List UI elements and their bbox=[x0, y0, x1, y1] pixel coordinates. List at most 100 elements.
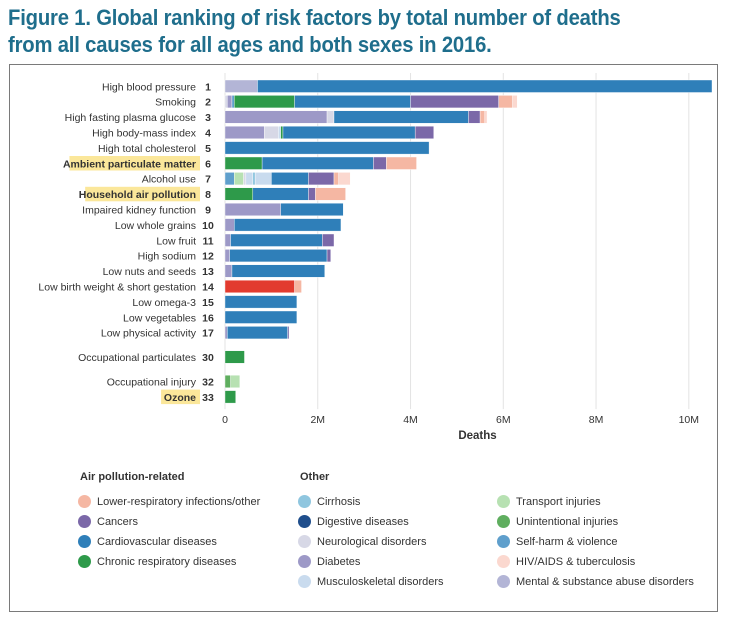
legend-swatch-transport bbox=[497, 495, 510, 508]
rank-high-sodium: 12 bbox=[202, 251, 214, 263]
legend-label-crd: Chronic respiratory diseases bbox=[97, 555, 237, 568]
rank-household-air-pollution: 8 bbox=[205, 189, 211, 201]
x-tick-1: 2M bbox=[310, 414, 325, 426]
rank-occupational-injury: 32 bbox=[202, 376, 214, 388]
legend-swatch-cvd bbox=[78, 535, 91, 548]
bar-segment-high-body-mass-index-diabetes-0 bbox=[224, 126, 265, 139]
legend-item-lri: Lower-respiratory infections/other bbox=[78, 495, 260, 508]
bar-segment-high-body-mass-index-cancer-5 bbox=[414, 126, 434, 139]
legend-item-unintentional: Unintentional injuries bbox=[497, 515, 618, 528]
bar-segment-high-body-mass-index-neuro-1 bbox=[264, 126, 279, 139]
legend-label-neuro: Neurological disorders bbox=[317, 535, 427, 548]
bar-segment-high-total-cholesterol-cvd-0 bbox=[224, 141, 430, 155]
label-highlight-household-air-pollution bbox=[85, 186, 200, 202]
legend-swatch-digestive bbox=[298, 515, 311, 528]
legend-item-neuro: Neurological disorders bbox=[298, 535, 426, 548]
legend-label-mental: Mental & substance abuse disorders bbox=[516, 575, 694, 588]
chart-frame: High blood pressure 1 Smoking 2 High fasting… bbox=[9, 64, 718, 612]
bar-segment-alcohol-use-lri-8 bbox=[333, 172, 339, 186]
x-tick-3: 6M bbox=[496, 414, 511, 426]
legend-label-hiv: HIV/AIDS & tuberculosis bbox=[516, 555, 636, 568]
bar-segment-smoking-hiv-7 bbox=[512, 95, 518, 109]
row-label-low-birth-weight-short-gestation: Low birth weight & short gestation bbox=[38, 281, 196, 293]
legend-swatch-diabetes bbox=[298, 555, 311, 568]
bar-segment-high-fasting-plasma-glucose-diabetes-0 bbox=[224, 110, 328, 124]
legend-item-digestive: Digestive diseases bbox=[298, 515, 409, 528]
legend-item-cirrhosis: Cirrhosis bbox=[298, 495, 360, 508]
legend-label-unintentional: Unintentional injuries bbox=[516, 515, 619, 528]
figure-title: Figure 1. Global ranking of risk factors… bbox=[8, 5, 621, 57]
bar-segment-household-air-pollution-crd-0 bbox=[224, 187, 254, 201]
legend-label-cvd: Cardiovascular diseases bbox=[97, 535, 217, 548]
bar-segment-smoking-diabetes-1 bbox=[227, 95, 233, 109]
legend-swatch-cancer bbox=[78, 515, 91, 528]
legend-swatch-crd bbox=[78, 555, 91, 568]
legend-swatch-cirrhosis bbox=[298, 495, 311, 508]
bar-segment-low-whole-grains-diabetes-0 bbox=[224, 218, 235, 232]
rank-alcohol-use: 7 bbox=[205, 174, 211, 186]
rank-high-fasting-plasma-glucose: 3 bbox=[205, 112, 211, 124]
bar-segment-low-physical-activity-diabetes-0 bbox=[224, 326, 228, 340]
bar-segment-smoking-neuro-0 bbox=[224, 95, 228, 109]
bar-segment-high-fasting-plasma-glucose-neuro-1 bbox=[326, 110, 335, 124]
legend-swatch-msk bbox=[298, 575, 311, 588]
rank-occupational-particulates: 30 bbox=[202, 352, 214, 364]
bar-segment-low-nuts-and-seeds-diabetes-0 bbox=[224, 264, 233, 278]
bar-segment-household-air-pollution-cvd-1 bbox=[252, 187, 309, 201]
bar-segment-high-fasting-plasma-glucose-cvd-2 bbox=[333, 110, 469, 124]
legend-item-selfharm: Self-harm & violence bbox=[497, 535, 618, 548]
bar-segment-alcohol-use-cancer-7 bbox=[308, 172, 335, 186]
rank-low-vegetables: 16 bbox=[202, 312, 214, 324]
row-label-low-omega-3: Low omega-3 bbox=[132, 297, 196, 309]
legend-label-lri: Lower-respiratory infections/other bbox=[97, 495, 261, 508]
bar-segment-high-body-mass-index-msk-2 bbox=[278, 126, 281, 139]
row-label-high-body-mass-index: High body-mass index bbox=[92, 127, 197, 139]
bar-segment-alcohol-use-neuro-2 bbox=[243, 172, 247, 186]
bar-segment-low-birth-weight-short-gestation-lri-1 bbox=[294, 279, 302, 293]
rank-ozone: 33 bbox=[202, 392, 214, 404]
bar-segment-ozone-crd-0 bbox=[224, 390, 236, 404]
row-label-ambient-particulate-matter: Ambient particulate matter bbox=[63, 158, 196, 170]
rank-low-nuts-and-seeds: 13 bbox=[202, 266, 214, 278]
bar-segment-smoking-cancer-5 bbox=[410, 95, 499, 109]
legend-item-mental: Mental & substance abuse disorders bbox=[497, 575, 694, 588]
bar-segment-high-body-mass-index-cvd-4 bbox=[282, 126, 416, 139]
bar-segment-low-vegetables-cvd-0 bbox=[224, 310, 298, 324]
bar-segment-high-sodium-cvd-1 bbox=[229, 249, 328, 263]
x-tick-5: 10M bbox=[679, 414, 699, 426]
legend-label-selfharm: Self-harm & violence bbox=[516, 535, 618, 548]
bar-segment-high-fasting-plasma-glucose-hiv-5 bbox=[484, 110, 488, 124]
row-label-low-nuts-and-seeds: Low nuts and seeds bbox=[103, 266, 196, 278]
bar-segment-occupational-injury-transport-1 bbox=[230, 375, 241, 388]
bar-segment-alcohol-use-msk-5 bbox=[254, 172, 272, 186]
bar-segment-high-body-mass-index-crd-3 bbox=[280, 126, 284, 139]
rank-ambient-particulate-matter: 6 bbox=[205, 158, 211, 170]
bar-segment-alcohol-use-selfharm-0 bbox=[224, 172, 235, 186]
x-tick-0: 0 bbox=[222, 414, 228, 426]
bar-segment-low-fruit-diabetes-0 bbox=[224, 233, 231, 247]
legend-heading-other: Other bbox=[300, 471, 330, 483]
bar-segment-alcohol-use-cirrhosis-4 bbox=[252, 172, 256, 186]
legend-item-crd: Chronic respiratory diseases bbox=[78, 555, 236, 568]
bar-segment-household-air-pollution-cancer-2 bbox=[308, 187, 316, 201]
bar-segment-low-whole-grains-cvd-1 bbox=[234, 218, 342, 232]
bar-segment-household-air-pollution-lri-3 bbox=[315, 187, 346, 201]
legend-label-diabetes: Diabetes bbox=[317, 555, 361, 568]
rank-high-total-cholesterol: 5 bbox=[205, 143, 211, 155]
legend-item-cvd: Cardiovascular diseases bbox=[78, 535, 217, 548]
row-label-high-sodium: High sodium bbox=[138, 251, 197, 263]
bar-segment-occupational-injury-unintentional-0 bbox=[224, 375, 231, 388]
bar-segment-smoking-crd-3 bbox=[234, 95, 295, 109]
bar-segment-low-birth-weight-short-gestation-preterm-0 bbox=[224, 279, 295, 293]
legend-swatch-lri bbox=[78, 495, 91, 508]
bar-segment-alcohol-use-transport-1 bbox=[234, 172, 244, 186]
rank-high-body-mass-index: 4 bbox=[205, 127, 211, 139]
row-label-low-vegetables: Low vegetables bbox=[123, 312, 196, 324]
row-label-occupational-particulates: Occupational particulates bbox=[78, 352, 196, 364]
bar-segment-impaired-kidney-function-diabetes-0 bbox=[224, 202, 281, 216]
row-label-low-fruit: Low fruit bbox=[156, 235, 196, 247]
bar-segment-low-fruit-cvd-1 bbox=[230, 233, 323, 247]
bar-segment-smoking-cvd-4 bbox=[294, 95, 411, 109]
legend-label-cirrhosis: Cirrhosis bbox=[317, 495, 361, 508]
rank-low-fruit: 11 bbox=[202, 235, 213, 247]
